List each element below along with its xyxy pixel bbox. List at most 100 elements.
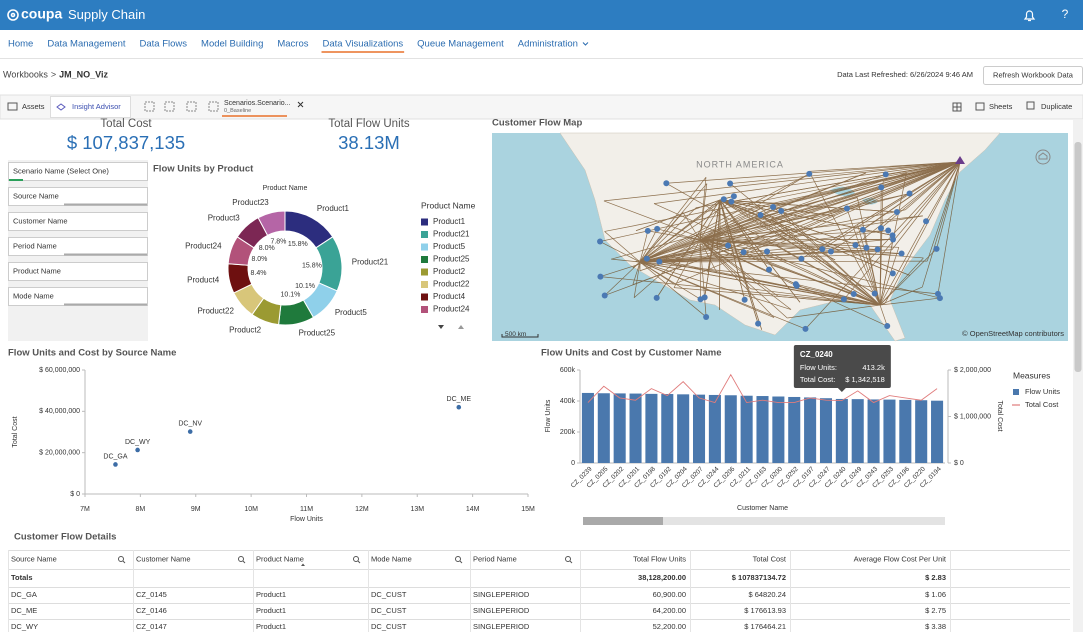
customer-site[interactable]: [727, 180, 734, 187]
bar[interactable]: [677, 394, 690, 463]
bar[interactable]: [772, 396, 785, 463]
scatter-point[interactable]: [456, 404, 462, 410]
search-icon[interactable]: [238, 556, 244, 562]
customer-site[interactable]: [720, 196, 727, 203]
customer-site[interactable]: [859, 226, 866, 233]
tool-icon[interactable]: [144, 101, 155, 112]
bar[interactable]: [740, 395, 753, 463]
bar[interactable]: [915, 400, 928, 463]
help-icon[interactable]: ?: [1062, 7, 1069, 21]
nav-item[interactable]: Data Management: [47, 39, 126, 50]
bar[interactable]: [645, 393, 658, 463]
bar[interactable]: [597, 393, 610, 463]
customer-site[interactable]: [597, 273, 604, 280]
customer-site[interactable]: [893, 208, 900, 215]
legend-label[interactable]: Product21: [433, 230, 470, 239]
customer-site[interactable]: [770, 203, 777, 210]
nav-item[interactable]: Home: [8, 39, 33, 50]
customer-site[interactable]: [871, 290, 878, 297]
customer-site[interactable]: [741, 296, 748, 303]
customer-site[interactable]: [827, 248, 834, 255]
customer-site[interactable]: [766, 266, 773, 273]
customer-site[interactable]: [806, 170, 813, 177]
legend-page-up[interactable]: [458, 325, 464, 329]
legend-label[interactable]: Product1: [433, 217, 466, 226]
chart-scroll-thumb[interactable]: [583, 517, 663, 525]
customer-site[interactable]: [923, 218, 930, 225]
customer-site[interactable]: [934, 290, 941, 297]
legend-label[interactable]: Product24: [433, 305, 470, 314]
scatter-point[interactable]: [187, 429, 193, 434]
customer-site[interactable]: [697, 296, 704, 303]
customer-site[interactable]: [730, 193, 737, 200]
tool-icon[interactable]: [164, 101, 175, 112]
sheets-button[interactable]: Sheets: [989, 102, 1013, 111]
breadcrumb-root[interactable]: Workbooks: [3, 69, 48, 79]
customer-site[interactable]: [802, 325, 809, 332]
bar[interactable]: [883, 399, 896, 463]
nav-item[interactable]: Queue Management: [417, 39, 504, 50]
customer-site[interactable]: [728, 198, 735, 205]
close-tab-icon[interactable]: [297, 101, 304, 108]
customer-site[interactable]: [755, 320, 762, 327]
customer-site[interactable]: [852, 242, 859, 249]
customer-site[interactable]: [819, 246, 826, 253]
customer-site[interactable]: [885, 227, 892, 234]
legend-label[interactable]: Product22: [433, 280, 470, 289]
customer-site[interactable]: [843, 205, 850, 212]
customer-site[interactable]: [764, 248, 771, 255]
filter-box[interactable]: [8, 262, 148, 281]
bar[interactable]: [708, 394, 721, 463]
customer-site[interactable]: [597, 238, 604, 245]
assets-button[interactable]: Assets: [22, 102, 45, 111]
customer-site[interactable]: [890, 236, 897, 243]
home-button[interactable]: [1035, 149, 1051, 165]
dc-site[interactable]: [955, 156, 965, 164]
customer-site[interactable]: [644, 227, 651, 234]
customer-site[interactable]: [877, 225, 884, 232]
customer-site[interactable]: [656, 258, 663, 265]
customer-site[interactable]: [889, 270, 896, 277]
insight-button-label[interactable]: Insight Advisor: [72, 102, 121, 111]
tool-icon[interactable]: [186, 101, 197, 112]
tool-icon[interactable]: [208, 101, 219, 112]
sheet-tab-title[interactable]: Scenarios.Scenario...: [224, 100, 291, 107]
bar[interactable]: [899, 399, 912, 463]
nav-item[interactable]: Administration: [518, 39, 578, 50]
scrollbar-thumb[interactable]: [1074, 142, 1082, 372]
bar[interactable]: [692, 394, 706, 463]
search-icon[interactable]: [565, 556, 571, 562]
customer-site[interactable]: [850, 290, 857, 297]
filter-box[interactable]: [8, 212, 148, 231]
filter-box[interactable]: [8, 162, 148, 181]
bar[interactable]: [661, 394, 674, 463]
notification-icon[interactable]: [1023, 10, 1036, 22]
customer-site[interactable]: [740, 249, 747, 256]
customer-site[interactable]: [798, 255, 805, 262]
bar[interactable]: [724, 395, 737, 463]
search-icon[interactable]: [353, 556, 359, 562]
customer-site[interactable]: [882, 171, 889, 178]
customer-site[interactable]: [725, 242, 732, 249]
bar[interactable]: [756, 396, 769, 463]
legend-label[interactable]: Product5: [433, 242, 466, 251]
legend-label[interactable]: Flow Units: [1025, 387, 1060, 396]
customer-site[interactable]: [778, 208, 785, 215]
customer-site[interactable]: [653, 294, 660, 301]
customer-site[interactable]: [840, 296, 847, 303]
bar[interactable]: [867, 399, 880, 463]
customer-site[interactable]: [643, 255, 650, 262]
nav-item[interactable]: Data Visualizations: [323, 39, 404, 50]
customer-site[interactable]: [654, 225, 661, 232]
customer-site[interactable]: [793, 282, 800, 289]
search-icon[interactable]: [455, 556, 461, 562]
bar[interactable]: [629, 393, 642, 463]
scatter-point[interactable]: [135, 447, 140, 453]
donut-slice[interactable]: [257, 210, 286, 237]
bar[interactable]: [804, 397, 817, 463]
customer-site[interactable]: [906, 190, 913, 197]
customer-site[interactable]: [898, 250, 905, 257]
legend-label[interactable]: Total Cost: [1025, 400, 1059, 409]
map-attribution[interactable]: © OpenStreetMap contributors: [962, 329, 1064, 338]
bar[interactable]: [819, 398, 833, 463]
